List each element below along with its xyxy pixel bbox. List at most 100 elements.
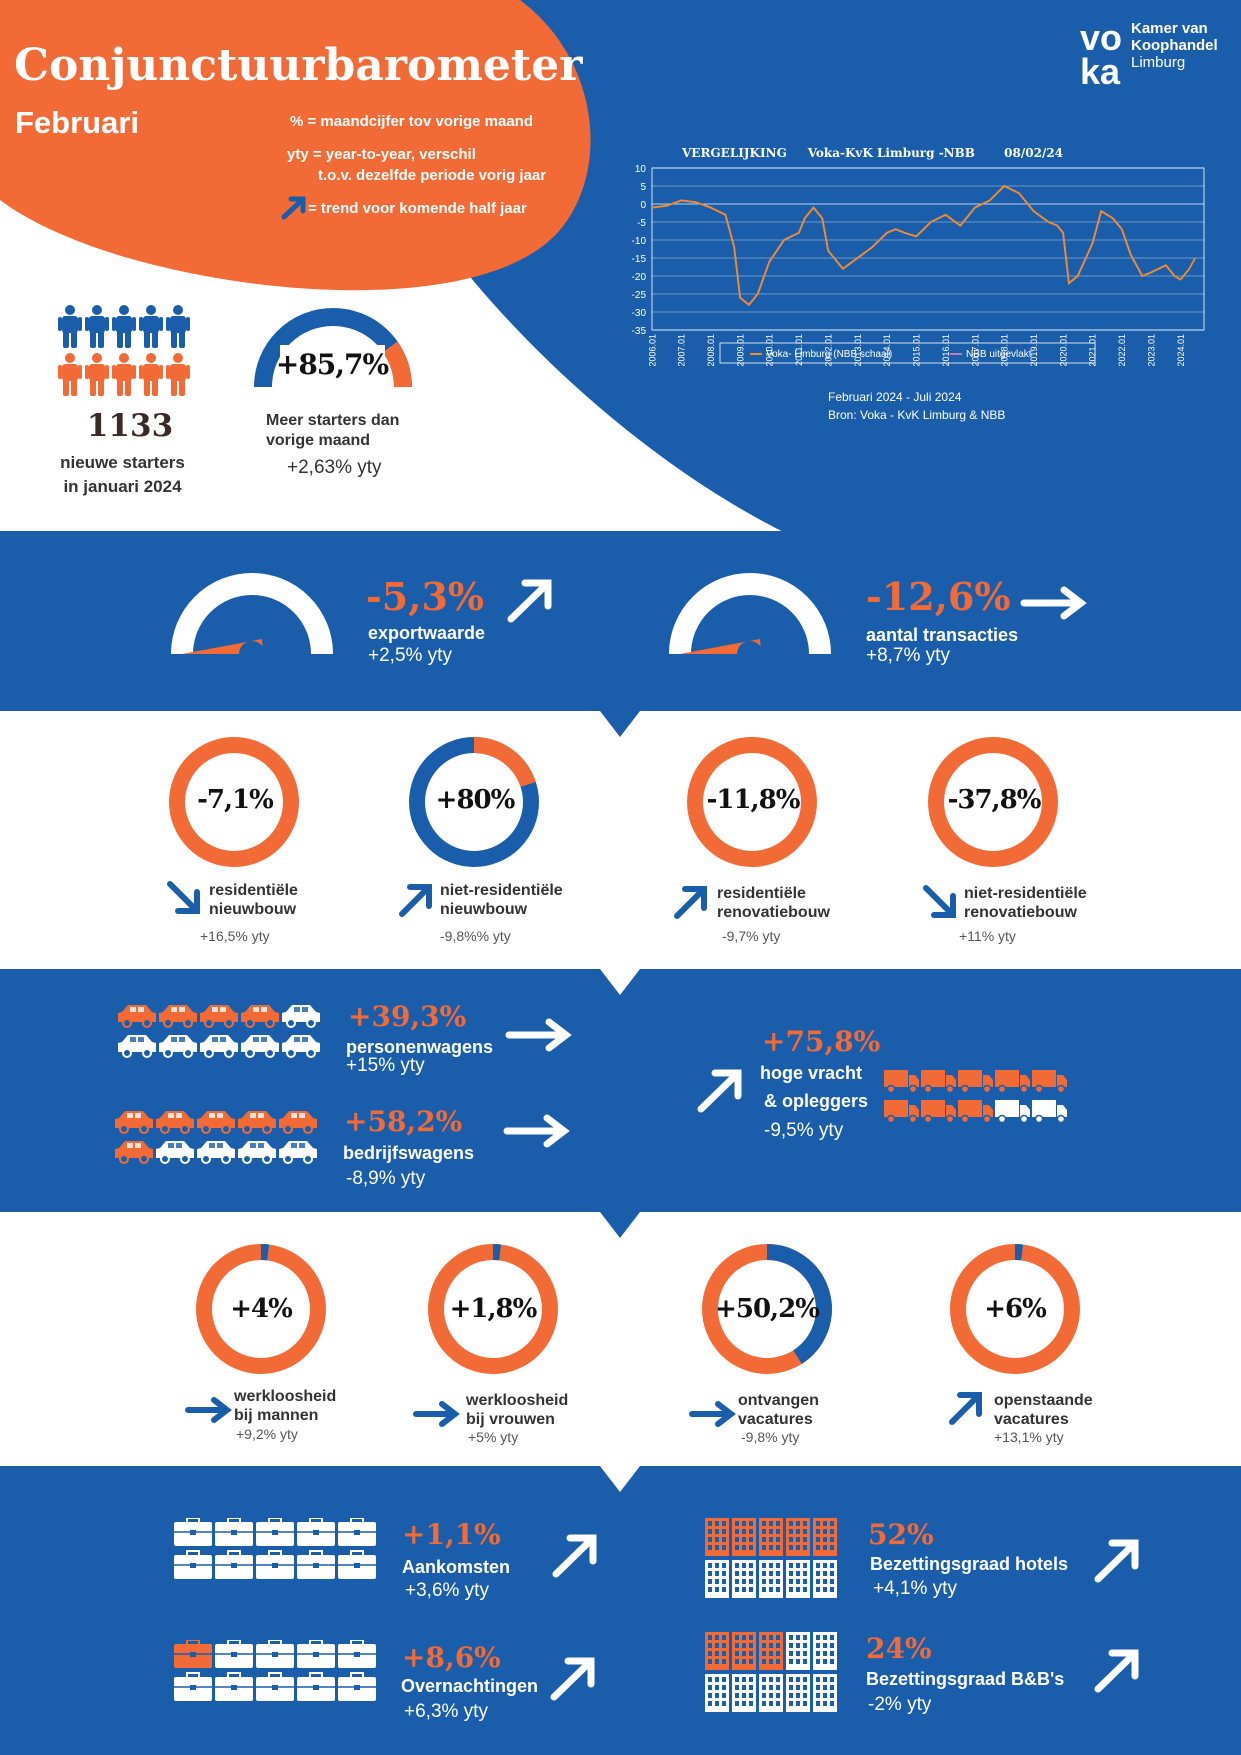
export-trend-up-arrow-icon xyxy=(507,579,552,623)
truck-icon xyxy=(995,1100,1030,1124)
bouw-label-2: niet-residentiële nieuwbouw xyxy=(440,881,563,919)
truck-icon xyxy=(884,1070,919,1094)
chart-xtick-label: 2006.01 xyxy=(647,334,657,367)
starters-gauge xyxy=(254,308,412,388)
arbeid-value-1: +4% xyxy=(230,1294,293,1324)
arbeid-label-2: werkloosheid bij vrouwen xyxy=(466,1391,568,1429)
car-icons-bedrijf xyxy=(115,1111,317,1164)
trend-down-arrow-icon xyxy=(923,885,956,918)
chart-xtick-label: 2008.01 xyxy=(706,334,716,367)
vracht-yty: -9,5% yty xyxy=(764,1120,844,1141)
starters-label-2: in januari 2024 xyxy=(63,477,182,496)
personen-trend-right-arrow-icon xyxy=(505,1018,572,1052)
chart-xtick-label: 2014.01 xyxy=(882,334,892,367)
logo-line3: Limburg xyxy=(1131,54,1186,71)
chart-xtick-label: 2022.01 xyxy=(1117,334,1127,367)
chart-xtick-label: 2017.01 xyxy=(970,334,980,367)
bnb-label: Bezettingsgraad B&B's xyxy=(866,1669,1065,1689)
aankomsten-label: Aankomsten xyxy=(402,1557,511,1577)
truck-icon xyxy=(1032,1070,1067,1094)
building-icon xyxy=(813,1674,837,1712)
chart-xtick-label: 2020.01 xyxy=(1058,334,1068,367)
bnb-trend-up-arrow-icon xyxy=(1094,1649,1139,1693)
chart-series-line xyxy=(651,184,1196,307)
car-icon xyxy=(279,1141,317,1164)
building-icon xyxy=(705,1632,729,1670)
transacties-gauge xyxy=(669,573,831,658)
vracht-label-1: hoge vracht xyxy=(760,1063,863,1083)
car-icon xyxy=(115,1141,153,1164)
chart-ytick-label: -35 xyxy=(632,326,647,337)
bedrijf-value: +58,2% xyxy=(344,1105,463,1138)
export-yty: +2,5% yty xyxy=(368,645,452,666)
bouw-value-3: -11,8% xyxy=(706,785,801,815)
chart-source: Bron: Voka - KvK Limburg & NBB xyxy=(828,408,1006,422)
bouw-yty-1: +16,5% yty xyxy=(200,928,270,944)
bouw-label-3: residentiële renovatiebouw xyxy=(717,884,830,922)
car-icon xyxy=(200,1005,238,1028)
page-title: Conjunctuurbarometer xyxy=(14,40,583,91)
arbeid-yty-3: -9,8% yty xyxy=(741,1429,800,1445)
month-label: Februari xyxy=(15,105,140,140)
bouw-label-1a: residentiële xyxy=(209,882,298,899)
arbeid-label-3: ontvangen vacatures xyxy=(738,1391,819,1429)
arbeid-label-2b: bij vrouwen xyxy=(466,1411,555,1428)
bouw-label-4a: niet-residentiële xyxy=(964,885,1087,902)
chart-xtick-label: 2023.01 xyxy=(1146,334,1156,367)
arbeid-label-4b: vacatures xyxy=(994,1411,1069,1428)
logo-line2: Koophandel xyxy=(1131,37,1218,54)
vracht-trend-up-arrow-icon xyxy=(697,1069,742,1113)
suitcase-icon xyxy=(297,1640,335,1668)
chart-xtick-label: 2015.01 xyxy=(912,334,922,367)
building-icons-hotels xyxy=(705,1518,837,1598)
suitcase-icon xyxy=(174,1518,212,1546)
starters-yty: +2,63% yty xyxy=(287,457,382,478)
bedrijf-label: bedrijfswagens xyxy=(343,1143,475,1163)
building-icon xyxy=(813,1518,837,1556)
chart-xtick-label: 2009.01 xyxy=(735,334,745,367)
svg-text:ka: ka xyxy=(1080,51,1121,86)
logo-text: Kamer van Koophandel Limburg xyxy=(1131,20,1218,71)
chart-ytick-label: -10 xyxy=(632,236,647,247)
chart-xtick-label: 2007.01 xyxy=(677,334,687,367)
building-icon xyxy=(813,1632,837,1670)
arbeid-label-1a: werkloosheid xyxy=(234,1388,337,1405)
car-icon xyxy=(241,1005,279,1028)
export-label: exportwaarde xyxy=(368,623,486,643)
starters-gauge-value: +85,7% xyxy=(275,348,389,381)
trend-up-arrow-icon xyxy=(399,884,432,917)
suitcase-icon xyxy=(215,1672,253,1701)
suitcase-icons-overnachtingen xyxy=(174,1640,376,1701)
suitcase-icon xyxy=(215,1640,253,1668)
building-icon xyxy=(786,1518,810,1556)
suitcase-icon xyxy=(256,1550,294,1579)
aankomsten-trend-up-arrow-icon xyxy=(552,1534,597,1578)
car-icon xyxy=(118,1005,156,1028)
truck-icon xyxy=(921,1070,956,1094)
hotels-trend-up-arrow-icon xyxy=(1094,1539,1139,1583)
legend-yty-line2: t.o.v. dezelfde periode vorig jaar xyxy=(318,167,547,184)
trend-up-arrow-icon xyxy=(674,886,707,919)
bedrijf-trend-right-arrow-icon xyxy=(503,1114,570,1148)
personen-value: +39,3% xyxy=(348,1000,467,1033)
personen-yty: +15% yty xyxy=(346,1055,425,1076)
person-icon xyxy=(85,305,109,348)
vracht-label-2: & opleggers xyxy=(764,1091,869,1111)
suitcase-icon xyxy=(256,1640,294,1668)
construction-rings xyxy=(167,737,1058,919)
chart-xtick-label: 2011.01 xyxy=(794,334,804,366)
building-icon xyxy=(705,1560,729,1598)
arbeid-value-4: +6% xyxy=(984,1294,1047,1324)
car-icon xyxy=(156,1111,194,1134)
arbeid-value-3: +50,2% xyxy=(715,1294,820,1324)
building-icon xyxy=(732,1518,756,1556)
transacties-label: aantal transacties xyxy=(866,625,1019,645)
chart-xtick-label: 2012.01 xyxy=(823,334,833,367)
chart-xtick-label: 2019.01 xyxy=(1029,334,1039,367)
vracht-value: +75,8% xyxy=(762,1025,881,1058)
truck-icon xyxy=(958,1070,993,1094)
tourism-band xyxy=(0,1466,1241,1755)
bouw-label-2b: nieuwbouw xyxy=(440,901,528,918)
hotels-label: Bezettingsgraad hotels xyxy=(870,1554,1069,1574)
